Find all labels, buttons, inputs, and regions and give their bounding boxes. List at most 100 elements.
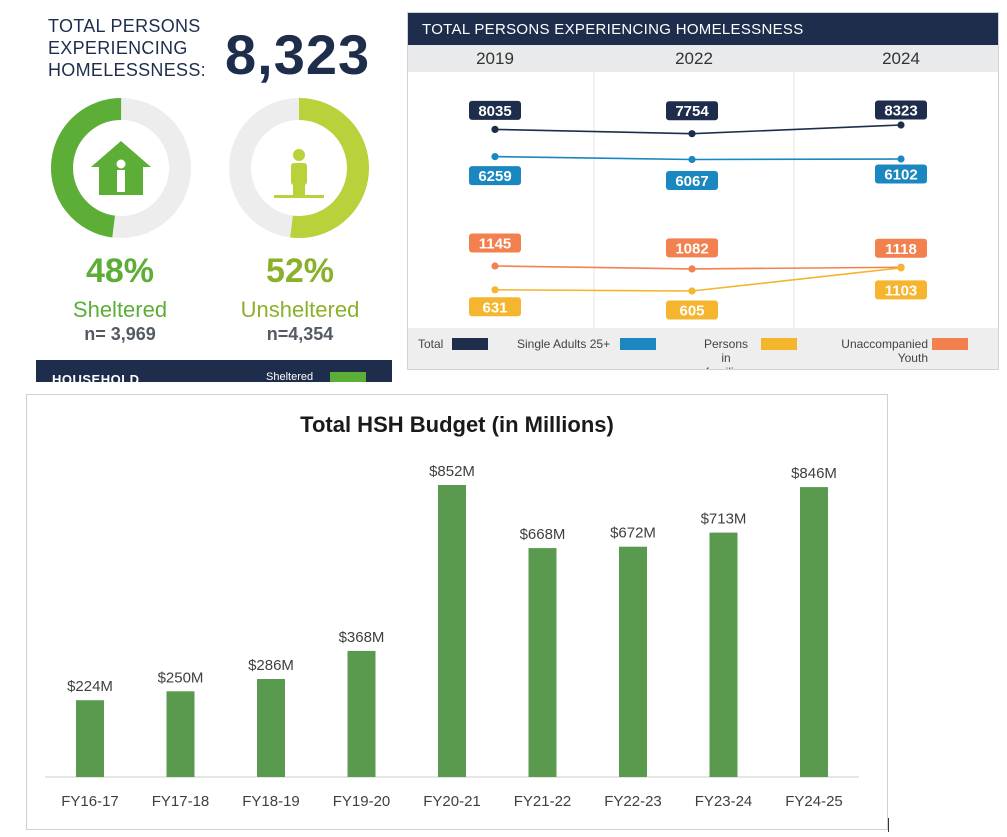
legend-swatch-single-adults xyxy=(620,338,656,350)
bar-fy16-17 xyxy=(76,700,104,777)
point-total-2 xyxy=(897,121,905,129)
value-label-fy17-18: $250M xyxy=(158,669,204,686)
label-box-persons-in-families-2 xyxy=(875,280,927,300)
total-persons-label: TOTAL PERSONS EXPERIENCING HOMELESSNESS: xyxy=(48,15,218,81)
edge-tick-mark xyxy=(888,818,889,832)
data-label-single-adults-25--1: 6067 xyxy=(675,173,708,190)
label-box-single-adults-25--0 xyxy=(469,166,521,186)
value-label-fy24-25: $846M xyxy=(791,465,837,482)
bar-fy18-19 xyxy=(257,679,285,777)
legend-label-families: Persons in families xyxy=(698,337,754,369)
label-box-unaccompanied-youth-1 xyxy=(666,238,718,258)
unsheltered-label: Unsheltered xyxy=(240,297,360,322)
label-box-total-2 xyxy=(875,100,927,120)
sheltered-label: Sheltered xyxy=(72,297,168,322)
sheltered-count: n= 3,969 xyxy=(84,324,156,344)
legend-label-single-adults: Single Adults 25+ xyxy=(517,337,611,351)
value-label-fy20-21: $852M xyxy=(429,463,475,480)
legend-swatch-total xyxy=(452,338,488,350)
label-box-unaccompanied-youth-0 xyxy=(469,233,521,253)
value-label-fy19-20: $368M xyxy=(339,629,385,646)
bar-fy21-22 xyxy=(528,548,557,777)
household-label: HOUSEHOLD xyxy=(52,372,140,382)
data-label-total-0: 8035 xyxy=(478,103,511,120)
data-label-single-adults-25--0: 6259 xyxy=(478,168,511,185)
label-box-single-adults-25--1 xyxy=(666,171,718,190)
hsh-budget-chart: Total HSH Budget (in Millions) $224M FY16… xyxy=(26,394,888,830)
label-box-total-0 xyxy=(469,100,521,120)
data-label-persons-in-families-2: 1103 xyxy=(885,282,918,299)
legend-label-families-line-2: families xyxy=(698,365,754,369)
category-label-fy20-21: FY20-21 xyxy=(423,793,481,810)
series-line-total xyxy=(494,124,902,135)
unsheltered-donut-arc xyxy=(229,98,369,238)
total-label-line-1: TOTAL PERSONS xyxy=(48,16,201,36)
data-label-unaccompanied-youth-1: 1082 xyxy=(675,240,708,257)
point-single-adults-25--0 xyxy=(491,153,499,161)
total-label-line-2: EXPERIENCING xyxy=(48,38,188,58)
category-label-fy22-23: FY22-23 xyxy=(604,793,662,810)
total-persons-value: 8,323 xyxy=(225,23,371,86)
value-label-fy23-24: $713M xyxy=(701,511,747,528)
point-persons-in-families-1 xyxy=(688,287,696,295)
data-label-unaccompanied-youth-0: 1145 xyxy=(479,236,512,253)
year-label-2022: 2022 xyxy=(675,49,713,68)
series-line-single-adults-25- xyxy=(494,155,902,161)
bar-fy23-24 xyxy=(709,532,738,777)
year-label-2019: 2019 xyxy=(476,49,514,68)
standing-person-icon xyxy=(274,149,324,198)
series-line-unaccompanied-youth xyxy=(494,265,902,270)
homelessness-trend-chart: TOTAL PERSONS EXPERIENCING HOMELESSNESS … xyxy=(407,12,999,370)
label-box-total-1 xyxy=(666,101,718,121)
data-label-total-2: 8323 xyxy=(884,103,917,120)
category-label-fy17-18: FY17-18 xyxy=(152,793,210,810)
year-label-2024: 2024 xyxy=(882,49,920,68)
point-persons-in-families-2 xyxy=(897,264,905,272)
household-legend-sheltered: Sheltered xyxy=(266,371,314,382)
value-label-fy21-22: $668M xyxy=(520,526,566,543)
bar-fy20-21 xyxy=(438,485,466,777)
household-legend-swatch xyxy=(330,372,366,382)
category-label-fy18-19: FY18-19 xyxy=(242,793,300,810)
trend-chart-header: TOTAL PERSONS EXPERIENCING HOMELESSNESS xyxy=(408,13,998,45)
legend-label-families-line-1: Persons in xyxy=(703,337,749,365)
legend-label-youth-line-1: Unaccompanied xyxy=(841,337,928,351)
unsheltered-percent: 52% xyxy=(265,252,335,290)
legend-label-youth-line-2: Youth xyxy=(897,351,928,365)
point-single-adults-25--1 xyxy=(688,155,696,164)
bar-fy22-23 xyxy=(619,546,647,777)
label-box-persons-in-families-1 xyxy=(666,300,718,320)
category-label-fy21-22: FY21-22 xyxy=(514,793,572,810)
point-total-1 xyxy=(688,130,696,138)
label-box-single-adults-25--2 xyxy=(875,164,927,184)
house-person-icon xyxy=(91,141,151,195)
bar-fy17-18 xyxy=(166,691,195,777)
household-header-bar: HOUSEHOLD Sheltered xyxy=(36,360,392,382)
legend-swatch-families xyxy=(761,338,797,350)
year-header-band xyxy=(408,45,998,72)
trend-plot-area: 8035 7754 8323 6259 6067 6102 1145 1082 1118 631 6… xyxy=(469,72,927,328)
unsheltered-count: n=4,354 xyxy=(266,324,334,344)
sheltered-donut xyxy=(51,98,191,238)
label-box-unaccompanied-youth-2 xyxy=(875,238,927,258)
budget-chart-title: Total HSH Budget (in Millions) xyxy=(300,412,614,437)
point-unaccompanied-youth-1 xyxy=(688,265,696,273)
data-label-persons-in-families-0: 631 xyxy=(482,299,507,316)
series-line-persons-in-families xyxy=(494,267,902,292)
category-label-fy23-24: FY23-24 xyxy=(695,793,753,810)
unsheltered-donut xyxy=(229,98,369,238)
data-label-single-adults-25--2: 6102 xyxy=(884,167,917,184)
bar-fy24-25 xyxy=(800,487,828,777)
point-single-adults-25--2 xyxy=(897,155,905,163)
sheltered-percent: 48% xyxy=(85,252,155,290)
point-persons-in-families-0 xyxy=(491,286,499,294)
category-label-fy16-17: FY16-17 xyxy=(61,793,119,810)
legend-label-total: Total xyxy=(418,337,444,351)
point-total-0 xyxy=(491,125,499,133)
trend-legend: Total Single Adults 25+ Persons in famil… xyxy=(408,328,998,369)
legend-swatch-youth xyxy=(932,338,968,350)
value-label-fy18-19: $286M xyxy=(248,657,294,674)
data-label-persons-in-families-1: 605 xyxy=(679,303,704,320)
sheltered-donut-arc xyxy=(51,98,191,238)
total-label-line-3: HOMELESSNESS: xyxy=(48,60,206,80)
